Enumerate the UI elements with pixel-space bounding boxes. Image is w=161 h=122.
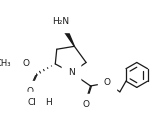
Text: O: O (83, 100, 90, 109)
Polygon shape (64, 29, 74, 46)
Text: H: H (45, 98, 52, 107)
Text: N: N (68, 68, 75, 77)
Text: N: N (68, 68, 75, 77)
Text: O: O (103, 78, 110, 87)
Text: O: O (22, 59, 29, 68)
Text: H₂N: H₂N (52, 17, 69, 26)
Text: Cl: Cl (27, 98, 36, 107)
Text: CH₃: CH₃ (0, 59, 11, 68)
Text: O: O (26, 87, 33, 96)
